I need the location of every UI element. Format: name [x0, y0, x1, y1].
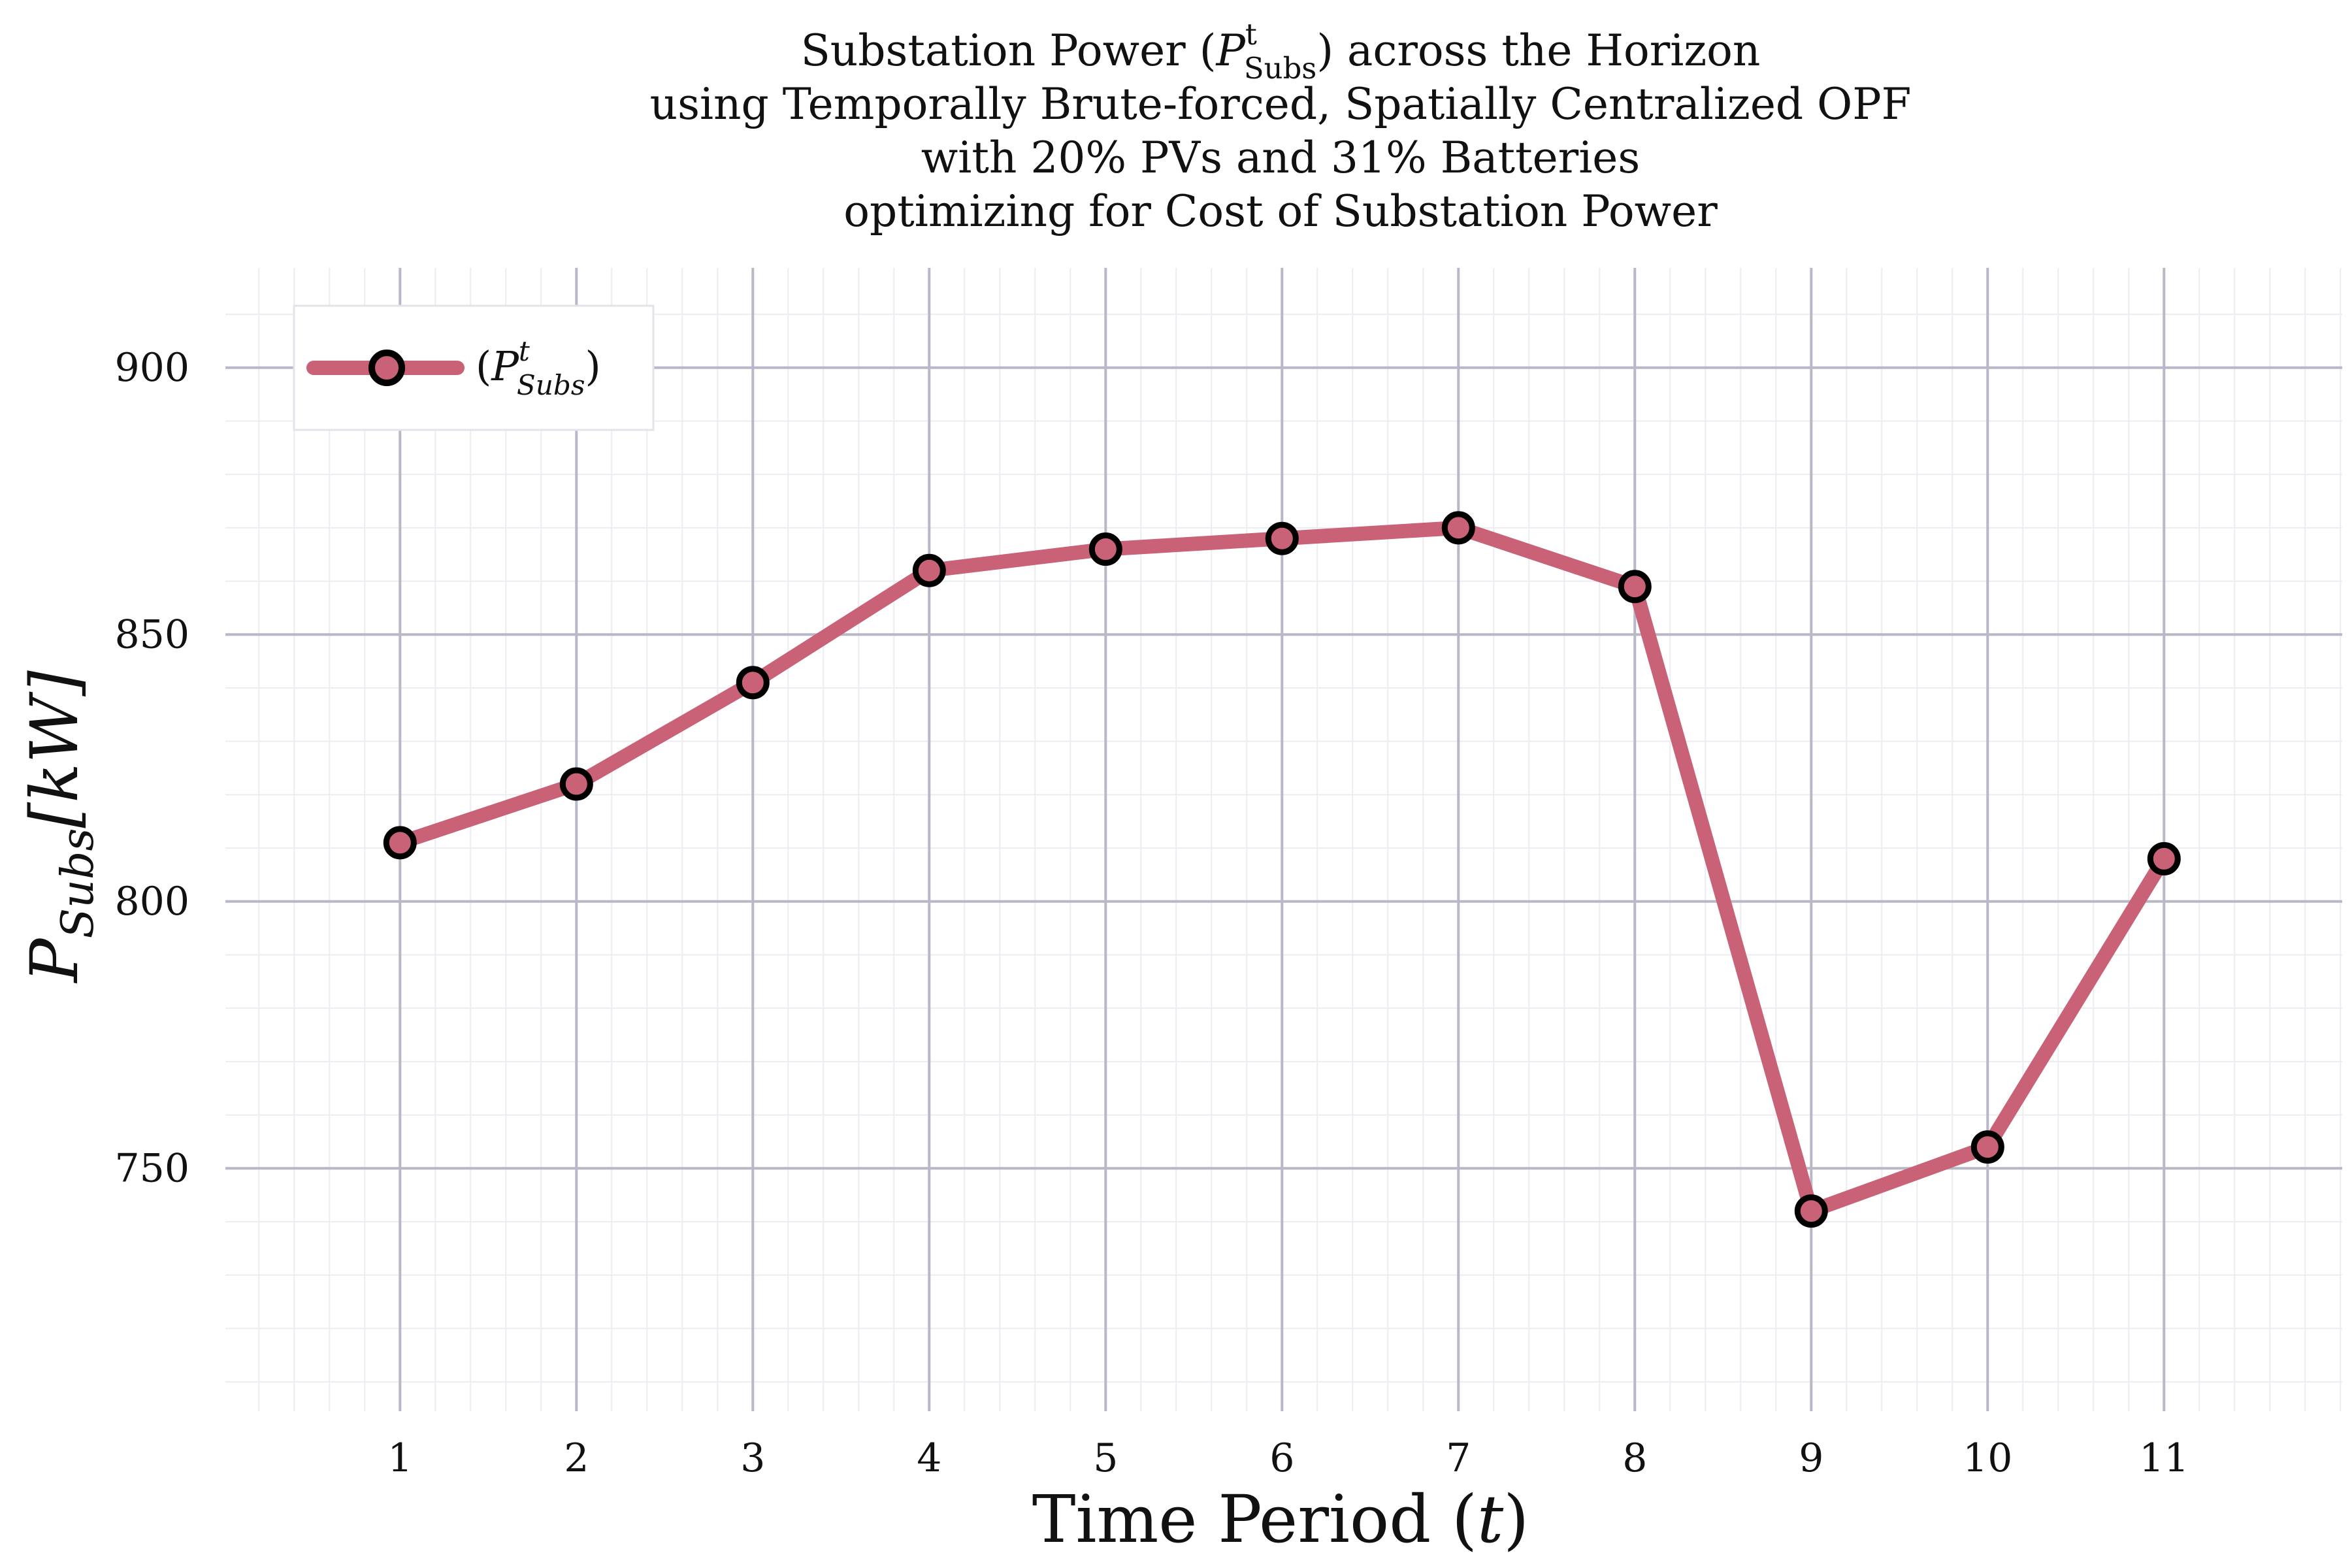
y-tick-label: 850 — [114, 612, 189, 657]
data-point — [1970, 1130, 2004, 1164]
x-tick-label: 1 — [387, 1435, 412, 1481]
x-axis-ticks: 1 2 3 4 5 6 7 8 9 10 11 — [387, 1435, 2189, 1481]
title-line-1: Substation Power (Pt Subs) across the Hor… — [801, 17, 1761, 86]
title-line-4: optimizing for Cost of Substation Power — [843, 186, 1718, 237]
x-tick-label: 10 — [1963, 1435, 2012, 1481]
x-tick-label: 5 — [1093, 1435, 1118, 1481]
title-line-2: using Temporally Brute-forced, Spatially… — [650, 79, 1912, 129]
x-tick-label: 4 — [917, 1435, 941, 1481]
y-tick-label: 800 — [114, 879, 189, 924]
data-point — [736, 666, 770, 700]
y-tick-label: 750 — [114, 1145, 189, 1191]
legend-text-before: ( — [476, 342, 491, 390]
data-point — [559, 767, 593, 801]
legend-superscript: t — [519, 335, 530, 367]
x-tick-label: 2 — [564, 1435, 589, 1481]
data-point — [912, 553, 946, 587]
data-point — [2147, 841, 2181, 875]
x-tick-label: 8 — [1622, 1435, 1647, 1481]
legend-symbol: P — [491, 342, 519, 390]
title-text-before: Substation Power ( — [801, 25, 1217, 76]
title-superscript: t — [1245, 17, 1257, 52]
y-axis-unit: [kW] — [16, 670, 93, 828]
title-symbol: P — [1215, 25, 1246, 76]
data-point — [1618, 570, 1652, 604]
title-subscript: Subs — [1244, 51, 1316, 86]
y-axis-subscript: Subs — [52, 828, 104, 939]
y-axis-label: PSubs[kW] — [16, 670, 104, 984]
x-axis-label-variable: t — [1477, 1481, 1504, 1558]
x-axis-label: Time Period (t) — [1032, 1481, 1529, 1558]
x-tick-label: 7 — [1446, 1435, 1471, 1481]
x-axis-label-close: ) — [1503, 1481, 1529, 1558]
x-tick-label: 9 — [1799, 1435, 1823, 1481]
legend-label: (Pt Subs) — [476, 335, 601, 401]
data-point — [1265, 521, 1299, 555]
y-tick-label: 900 — [114, 345, 189, 391]
data-point — [383, 826, 417, 860]
legend-subscript: Subs — [517, 369, 585, 401]
chart-title: Substation Power (Pt Subs) across the Hor… — [650, 17, 1912, 237]
data-point — [1088, 532, 1122, 566]
title-line-3: with 20% PVs and 31% Batteries — [921, 133, 1641, 183]
legend-text-after: ) — [585, 342, 601, 390]
data-point — [1441, 511, 1475, 545]
series-layer — [383, 511, 2181, 1228]
x-tick-label: 3 — [740, 1435, 765, 1481]
legend-marker-swatch — [368, 350, 405, 386]
x-tick-label: 6 — [1269, 1435, 1294, 1481]
x-axis-label-text: Time Period ( — [1032, 1481, 1477, 1558]
title-text-after: ) across the Horizon — [1316, 25, 1760, 76]
y-axis-symbol: P — [16, 938, 93, 984]
y-axis-ticks: 750 800 850 900 — [114, 345, 189, 1191]
legend: (Pt Subs) — [293, 304, 655, 431]
data-point — [1794, 1194, 1828, 1228]
x-tick-label: 11 — [2139, 1435, 2189, 1481]
